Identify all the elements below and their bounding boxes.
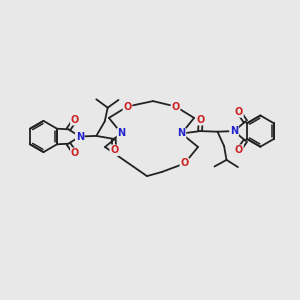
Text: O: O	[71, 148, 79, 158]
Text: O: O	[235, 145, 243, 155]
Text: O: O	[71, 115, 79, 125]
Text: O: O	[110, 145, 118, 155]
Text: O: O	[180, 158, 189, 169]
Text: N: N	[76, 131, 84, 142]
Text: O: O	[196, 115, 205, 125]
Text: N: N	[117, 128, 126, 139]
Text: O: O	[123, 101, 132, 112]
Text: O: O	[235, 107, 243, 117]
Text: O: O	[171, 101, 180, 112]
Text: N: N	[230, 126, 238, 136]
Text: N: N	[177, 128, 186, 139]
